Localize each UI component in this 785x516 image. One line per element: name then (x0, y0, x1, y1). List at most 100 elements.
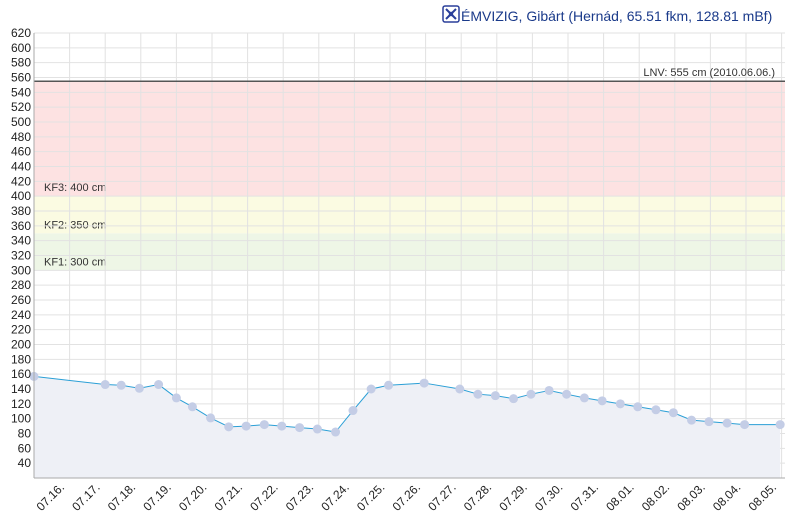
x-tick-label: 07.22. (247, 480, 280, 513)
logo-center (448, 11, 454, 17)
data-point (277, 421, 287, 431)
data-point (490, 391, 500, 401)
band-3 (34, 81, 785, 197)
y-tick-label: 400 (11, 189, 31, 203)
data-point (544, 385, 554, 395)
x-tick-label: 08.04. (710, 480, 743, 513)
data-point (154, 380, 164, 390)
data-point (171, 393, 181, 403)
band-label-1: KF1: 300 cm (44, 256, 106, 268)
data-point (259, 420, 269, 430)
x-tick-label: 07.25. (354, 480, 387, 513)
y-tick-label: 540 (11, 85, 31, 99)
y-tick-label: 40 (18, 456, 32, 470)
y-tick-label: 260 (11, 293, 31, 307)
x-tick-label: 07.21. (212, 480, 245, 513)
data-point (526, 389, 536, 399)
data-point (562, 389, 572, 399)
data-point (100, 380, 110, 390)
y-tick-label: 600 (11, 41, 31, 55)
y-tick-label: 620 (11, 26, 31, 40)
y-tick-label: 140 (11, 382, 31, 396)
data-point (579, 393, 589, 403)
y-tick-label: 60 (18, 441, 32, 455)
y-tick-label: 120 (11, 397, 31, 411)
x-tick-label: 08.01. (603, 480, 636, 513)
data-point (615, 399, 625, 409)
data-point (633, 402, 643, 412)
x-tick-label: 07.23. (283, 480, 316, 513)
x-tick-label: 07.18. (105, 480, 138, 513)
x-tick-label: 08.05. (746, 480, 779, 513)
y-tick-label: 480 (11, 130, 31, 144)
x-tick-label: 07.31. (568, 480, 601, 513)
data-point (704, 417, 714, 427)
data-point (241, 421, 251, 431)
y-tick-label: 360 (11, 219, 31, 233)
y-tick-label: 560 (11, 71, 31, 85)
y-tick-label: 160 (11, 367, 31, 381)
y-tick-label: 300 (11, 263, 31, 277)
y-tick-label: 200 (11, 338, 31, 352)
data-point (348, 406, 358, 416)
data-point (206, 413, 216, 423)
data-point (331, 427, 341, 437)
y-tick-label: 580 (11, 56, 31, 70)
lnv-label: LNV: 555 cm (2010.06.06.) (643, 67, 775, 79)
chart-title-text: ÉMVIZIG, Gibárt (Hernád, 65.51 fkm, 128.… (461, 8, 772, 24)
station-logo-icon (442, 5, 460, 23)
x-tick-label: 07.27. (425, 480, 458, 513)
x-tick-label: 07.17. (69, 480, 102, 513)
y-tick-label: 220 (11, 323, 31, 337)
data-point (455, 384, 465, 394)
x-tick-label: 07.30. (532, 480, 565, 513)
data-point (134, 383, 144, 393)
x-tick-label: 07.29. (496, 480, 529, 513)
y-tick-label: 500 (11, 115, 31, 129)
y-tick-label: 100 (11, 412, 31, 426)
x-tick-label: 07.28. (461, 480, 494, 513)
data-point (384, 380, 394, 390)
data-point (473, 389, 483, 399)
band-label-2: KF2: 350 cm (44, 219, 106, 231)
chart-title: ÉMVIZIG, Gibárt (Hernád, 65.51 fkm, 128.… (442, 5, 772, 24)
x-tick-label: 07.19. (140, 480, 173, 513)
y-tick-label: 340 (11, 234, 31, 248)
data-point (668, 408, 678, 418)
y-tick-label: 280 (11, 278, 31, 292)
band-2 (34, 196, 785, 234)
y-tick-label: 180 (11, 352, 31, 366)
x-tick-label: 07.20. (176, 480, 209, 513)
data-point (224, 422, 234, 432)
data-point (312, 424, 322, 434)
x-tick-label: 08.02. (639, 480, 672, 513)
series-area (34, 376, 781, 478)
data-point (295, 423, 305, 433)
data-point (366, 384, 376, 394)
y-tick-label: 420 (11, 174, 31, 188)
x-tick-label: 07.16. (34, 480, 67, 513)
lnv-reference-line: LNV: 555 cm (2010.06.06.) (34, 67, 785, 82)
y-tick-label: 520 (11, 100, 31, 114)
y-tick-label: 320 (11, 249, 31, 263)
data-point (687, 415, 697, 425)
y-tick-label: 460 (11, 145, 31, 159)
series-markers (29, 371, 785, 437)
data-point (597, 396, 607, 406)
data-point (775, 420, 785, 430)
y-axis: 4060801001201401601802002202402602803003… (11, 26, 35, 478)
data-point (722, 418, 732, 428)
area-fill (34, 376, 781, 478)
x-axis: 07.16. 07.17. 07.18. 07.19. 07.20. 07.21. 07.2… (34, 477, 785, 514)
data-point (651, 405, 661, 415)
y-tick-label: 440 (11, 160, 31, 174)
data-point (509, 394, 519, 404)
band-label-3: KF3: 400 cm (44, 182, 106, 194)
band-1 (34, 233, 785, 271)
y-tick-label: 240 (11, 308, 31, 322)
y-tick-label: 80 (18, 427, 32, 441)
alert-bands: KF1: 300 cm KF2: 350 cm KF3: 400 cm (34, 81, 785, 271)
x-tick-label: 08.03. (674, 480, 707, 513)
data-point (187, 402, 197, 412)
